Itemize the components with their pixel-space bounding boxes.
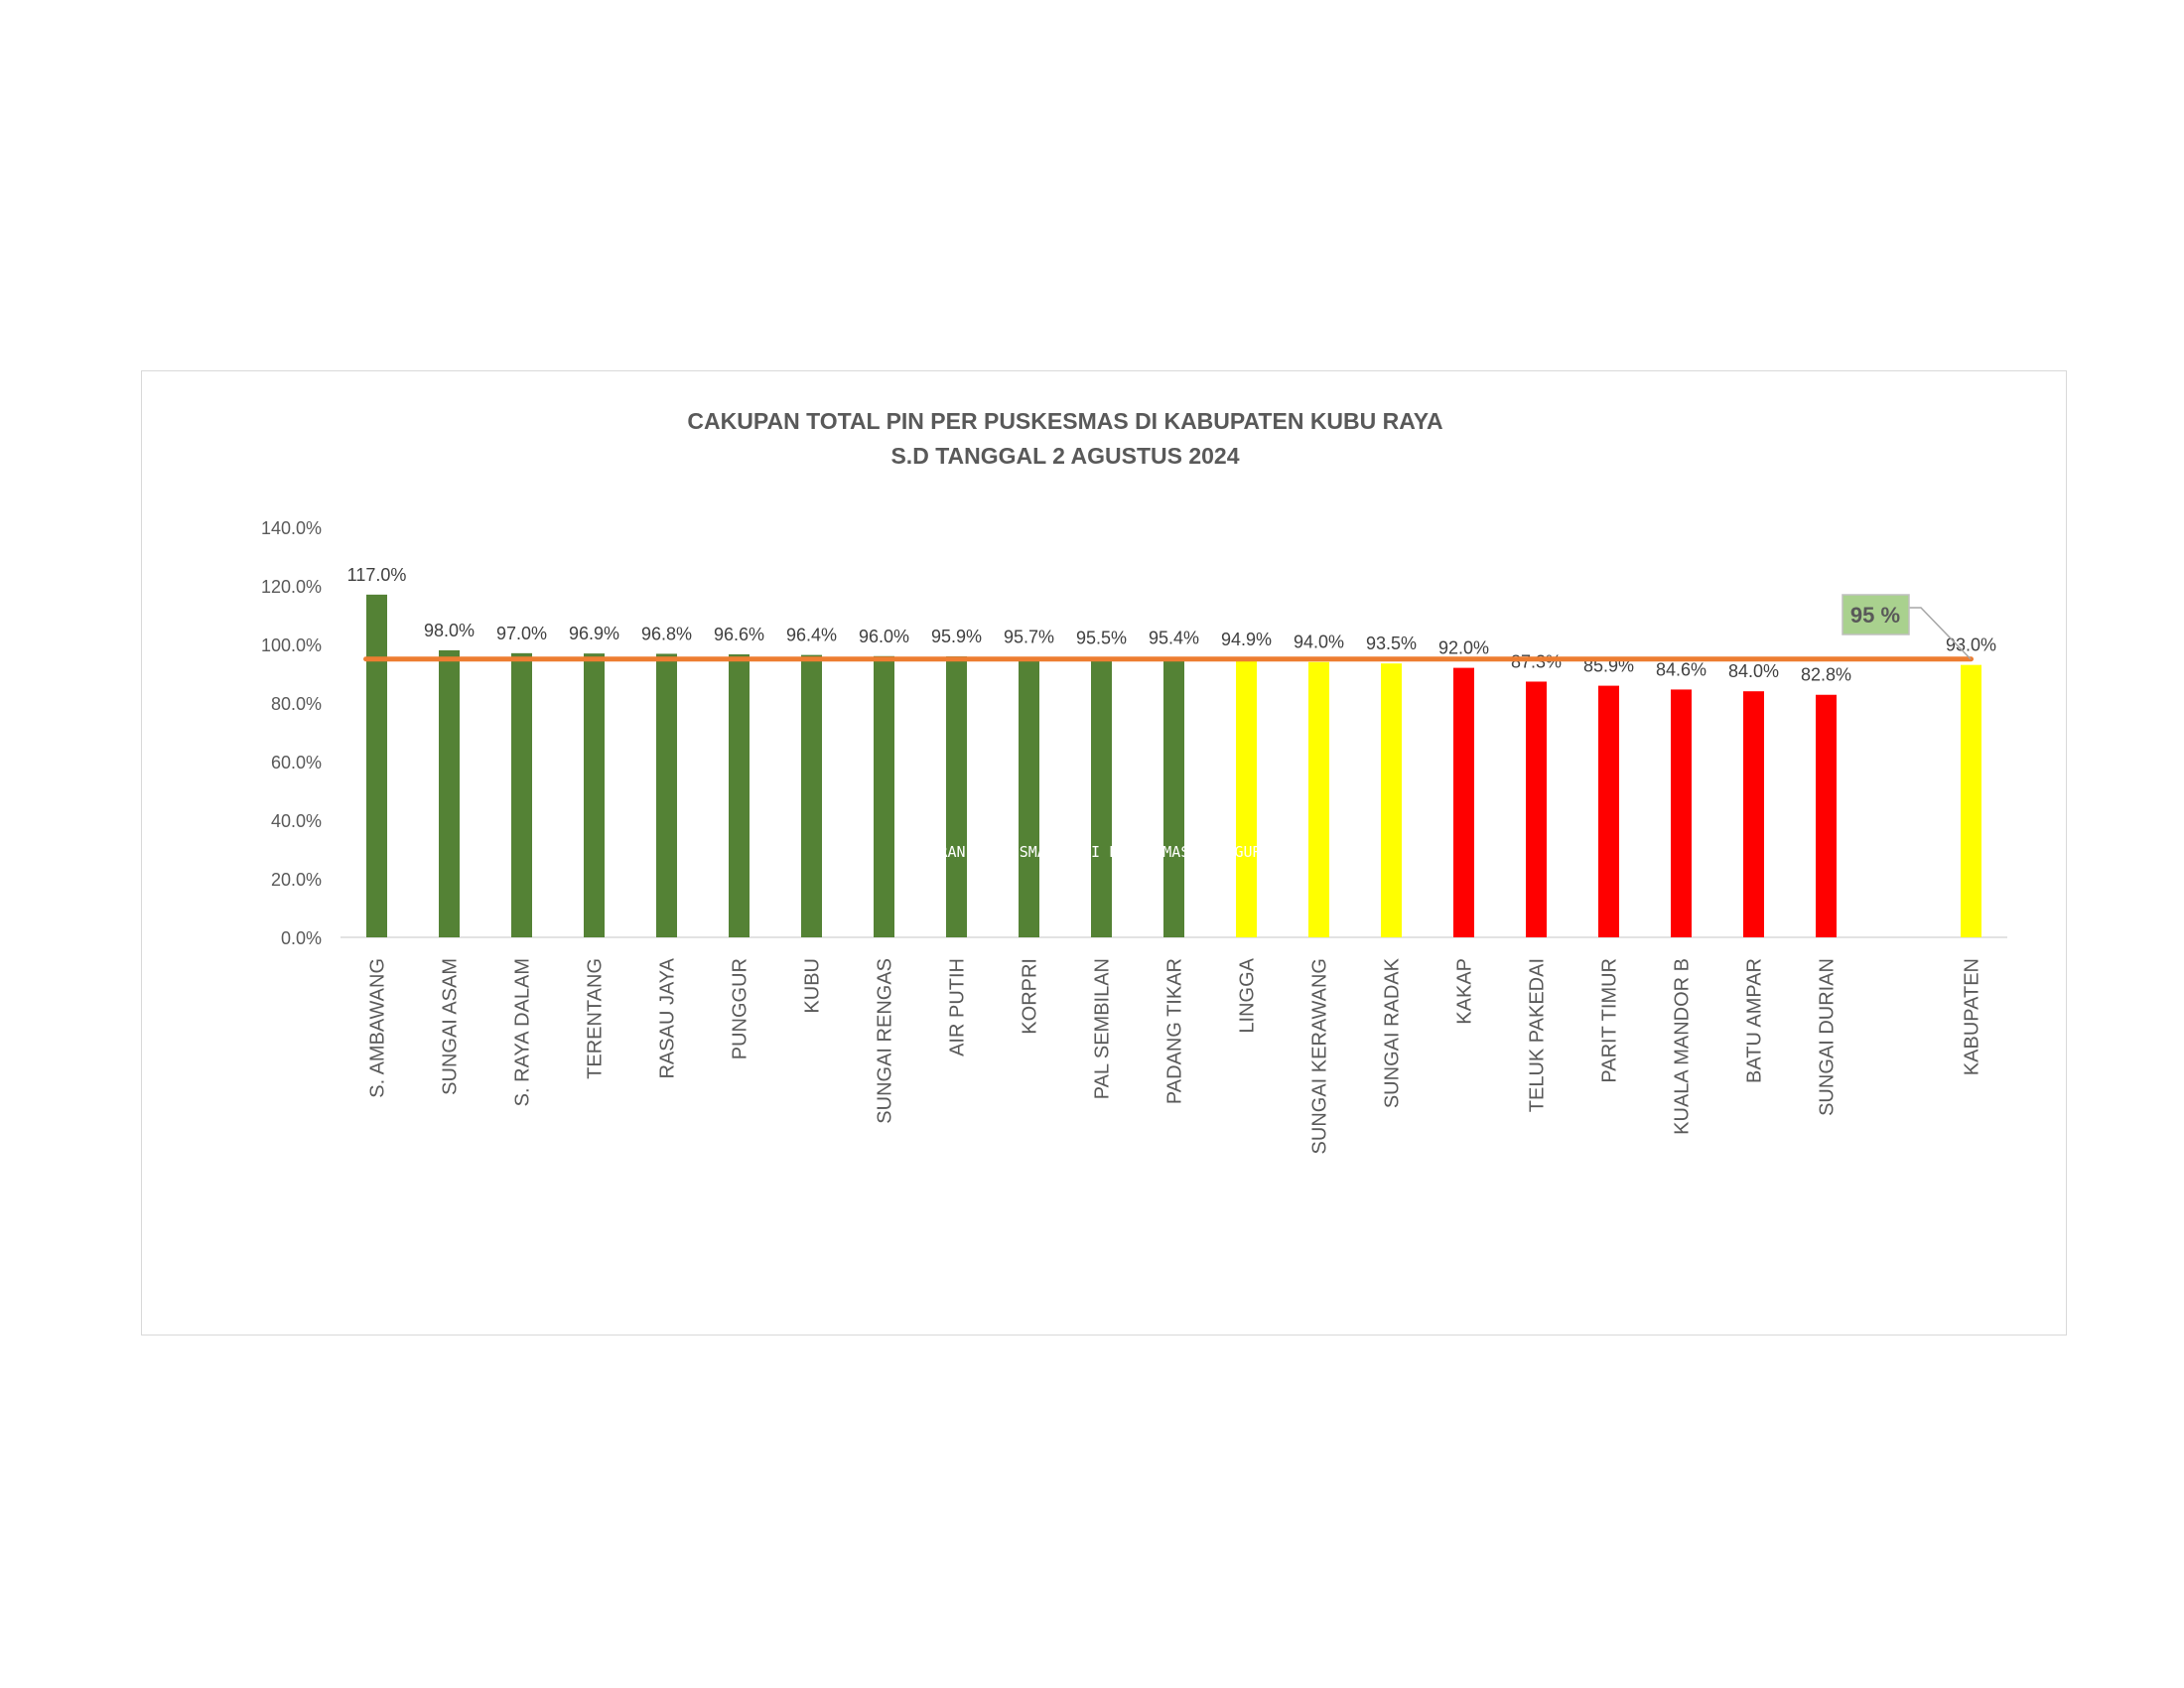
category-label: PADANG TIKAR <box>1164 958 1186 1104</box>
category-label: AIR PUTIH <box>947 958 969 1056</box>
data-label: 98.0% <box>424 621 475 640</box>
bar <box>1381 663 1402 937</box>
bar <box>1453 667 1474 937</box>
category-label: SUNGAI KERAWANG <box>1309 958 1331 1154</box>
bar <box>1816 694 1837 937</box>
data-label: 97.0% <box>496 624 547 643</box>
category-label: SUNGAI RENGAS <box>875 958 896 1124</box>
bar <box>656 653 677 937</box>
data-label: 94.0% <box>1294 633 1344 652</box>
data-label: 84.6% <box>1656 659 1706 679</box>
data-label: 96.6% <box>714 625 764 644</box>
bar <box>1236 659 1257 937</box>
category-label: KORPRI <box>1020 958 1041 1035</box>
category-label: PARIT TIMUR <box>1599 958 1621 1083</box>
data-label: 95.9% <box>931 627 982 646</box>
bar <box>1598 685 1619 937</box>
category-label: KAKAP <box>1454 958 1476 1025</box>
bar <box>1163 657 1184 937</box>
category-label: KUALA MANDOR B <box>1672 958 1694 1135</box>
bar <box>1743 691 1764 937</box>
bar <box>584 653 605 937</box>
bar <box>1671 689 1692 937</box>
category-label: TERENTANG <box>585 958 607 1079</box>
bar <box>874 655 894 937</box>
bar <box>1308 661 1329 937</box>
y-tick-label: 120.0% <box>261 577 322 597</box>
bar <box>1526 681 1547 937</box>
category-label: RASAU JAYA <box>657 957 679 1078</box>
data-label: 96.9% <box>569 624 619 643</box>
data-label: 95.4% <box>1149 629 1199 648</box>
data-label: 84.0% <box>1728 661 1779 681</box>
y-tick-label: 100.0% <box>261 635 322 655</box>
bar <box>729 654 750 937</box>
bar <box>366 594 387 937</box>
chart-title-line2: S.D TANGGAL 2 AGUSTUS 2024 <box>890 443 1239 469</box>
category-label: S. AMBAWANG <box>367 958 389 1098</box>
category-label: LINGGA <box>1237 957 1259 1033</box>
y-tick-label: 20.0% <box>271 870 322 890</box>
chart-frame <box>141 370 2067 1336</box>
data-label: 93.0% <box>1946 635 1996 655</box>
y-tick-label: 80.0% <box>271 694 322 714</box>
category-label: S. RAYA DALAM <box>512 958 534 1106</box>
callout-leader <box>1909 607 1972 660</box>
y-tick-label: 140.0% <box>261 518 322 538</box>
target-callout-label: 95 % <box>1850 603 1900 628</box>
category-label: BATU AMPAR <box>1744 958 1766 1083</box>
data-label: 93.5% <box>1366 633 1417 653</box>
category-label: KABUPATEN <box>1962 958 1983 1075</box>
bar <box>511 652 532 937</box>
data-label: 117.0% <box>347 565 407 585</box>
data-label: 87.3% <box>1511 651 1562 671</box>
y-tick-label: 60.0% <box>271 753 322 773</box>
bar <box>1019 656 1039 937</box>
bar <box>801 654 822 937</box>
category-label: PUNGGUR <box>730 958 751 1059</box>
bar <box>1091 657 1112 937</box>
category-label: SUNGAI ASAM <box>440 958 462 1095</box>
bar <box>439 649 460 937</box>
data-label: 95.7% <box>1004 628 1054 647</box>
category-label: PAL SEMBILAN <box>1092 958 1114 1099</box>
data-label: 92.0% <box>1438 638 1489 658</box>
y-tick-label: 40.0% <box>271 811 322 831</box>
y-tick-label: 0.0% <box>281 928 322 948</box>
chart-title-line1: CAKUPAN TOTAL PIN PER PUSKESMAS DI KABUP… <box>687 408 1442 434</box>
category-label: SUNGAI DURIAN <box>1817 958 1839 1116</box>
data-label: 96.0% <box>859 627 909 646</box>
data-label: 96.4% <box>786 626 837 645</box>
data-label: 82.8% <box>1801 665 1851 685</box>
data-label: 96.8% <box>641 624 692 643</box>
bar <box>946 656 967 937</box>
category-label: KUBU <box>802 958 824 1014</box>
overlay-text: LAPORAN PUSKESMAS DARI PUSKESMAS PUNGGUR <box>902 843 1262 861</box>
bar <box>1961 664 1981 937</box>
target-callout-box <box>1842 594 1910 635</box>
category-label: TELUK PAKEDAI <box>1527 958 1549 1112</box>
category-label: SUNGAI RADAK <box>1382 957 1404 1108</box>
data-label: 95.5% <box>1076 628 1127 647</box>
data-label: 94.9% <box>1221 630 1272 649</box>
